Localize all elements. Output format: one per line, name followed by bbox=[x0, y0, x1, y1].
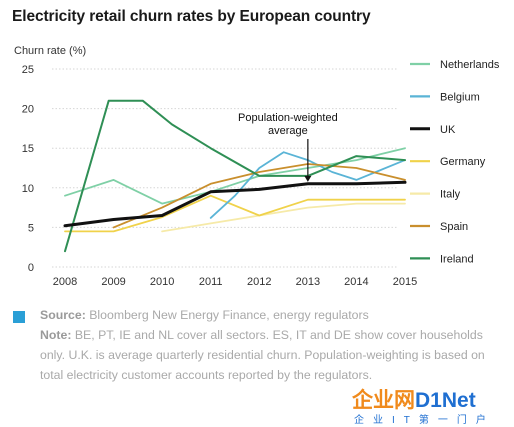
x-tick-label: 2008 bbox=[53, 276, 77, 288]
x-tick-label: 2010 bbox=[150, 276, 174, 288]
chart-title: Electricity retail churn rates by Europe… bbox=[12, 8, 371, 25]
annotation-line-1: Population-weighted bbox=[238, 112, 338, 124]
x-tick-label: 2015 bbox=[393, 276, 417, 288]
watermark-main-b: D1Net bbox=[415, 389, 476, 412]
y-tick-label: 15 bbox=[22, 143, 34, 155]
annotation-arrowhead bbox=[304, 175, 312, 182]
note-text: BE, PT, IE and NL cover all sectors. ES,… bbox=[40, 328, 485, 382]
series-line-ireland bbox=[64, 99, 406, 253]
y-tick-label: 10 bbox=[22, 183, 34, 195]
legend-label-netherlands: Netherlands bbox=[440, 59, 500, 71]
legend-label-ireland: Ireland bbox=[440, 253, 474, 265]
series-line-italy bbox=[161, 202, 406, 233]
y-tick-label: 25 bbox=[22, 64, 34, 76]
annotation: Population-weighted average bbox=[238, 112, 338, 182]
source-text: Bloomberg New Energy Finance, energy reg… bbox=[85, 308, 369, 322]
series-line-uk bbox=[63, 180, 407, 228]
source-label: Source: bbox=[40, 308, 86, 322]
x-tick-labels: 2008 2009 2010 2011 2012 2013 2014 2015 bbox=[53, 276, 417, 288]
chart-notes: Source: Bloomberg New Energy Finance, en… bbox=[40, 305, 500, 385]
watermark-logo: 企业网D1Net 企业IT第一门户 bbox=[352, 384, 512, 426]
x-tick-label: 2013 bbox=[296, 276, 320, 288]
legend-label-spain: Spain bbox=[440, 221, 468, 233]
x-tick-label: 2014 bbox=[344, 276, 368, 288]
legend-label-germany: Germany bbox=[440, 156, 486, 168]
x-tick-label: 2012 bbox=[247, 276, 271, 288]
y-tick-label: 0 bbox=[28, 262, 34, 274]
y-tick-label: 5 bbox=[28, 222, 34, 234]
y-axis-label: Churn rate (%) bbox=[14, 45, 86, 57]
legend-label-belgium: Belgium bbox=[440, 91, 480, 103]
series-line-spain bbox=[112, 163, 406, 229]
note-label: Note: bbox=[40, 328, 72, 342]
x-tick-label: 2009 bbox=[101, 276, 125, 288]
series-line-germany bbox=[64, 194, 406, 233]
series-lines bbox=[63, 99, 407, 253]
watermark-sub: 企业IT第一门户 bbox=[354, 415, 495, 426]
y-tick-label: 20 bbox=[22, 104, 34, 116]
y-tick-labels: 0 5 10 15 20 25 bbox=[22, 64, 34, 274]
legend-label-italy: Italy bbox=[440, 189, 461, 201]
annotation-line-2: average bbox=[268, 125, 308, 137]
grid-lines bbox=[52, 68, 397, 268]
source-marker bbox=[13, 311, 25, 323]
watermark-main-a: 企业网 bbox=[352, 389, 415, 412]
legend: Netherlands Belgium UK Germany Italy Spain Ire… bbox=[410, 59, 500, 265]
x-tick-label: 2011 bbox=[199, 276, 223, 288]
legend-label-uk: UK bbox=[440, 124, 456, 136]
